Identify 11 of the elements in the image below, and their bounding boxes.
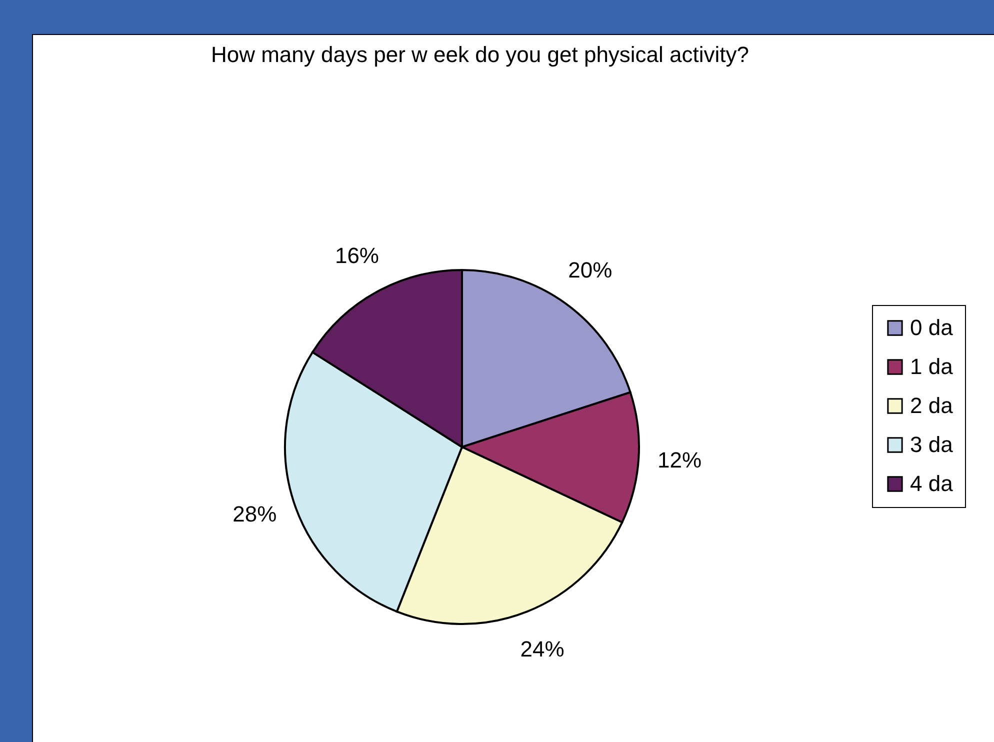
legend-label: 2 da <box>910 393 954 418</box>
chart-title: How many days per w eek do you get physical activity? <box>210 42 750 67</box>
data-label: 12% <box>658 448 702 473</box>
data-label: 16% <box>334 242 379 268</box>
legend-label: 4 da <box>910 471 954 496</box>
data-label: 28% <box>232 501 277 526</box>
legend-label: 0 da <box>910 315 954 340</box>
legend-label: 3 da <box>910 432 954 457</box>
data-label: 24% <box>520 636 564 662</box>
legend-label: 1 da <box>910 354 954 379</box>
data-label: 20% <box>568 258 612 283</box>
